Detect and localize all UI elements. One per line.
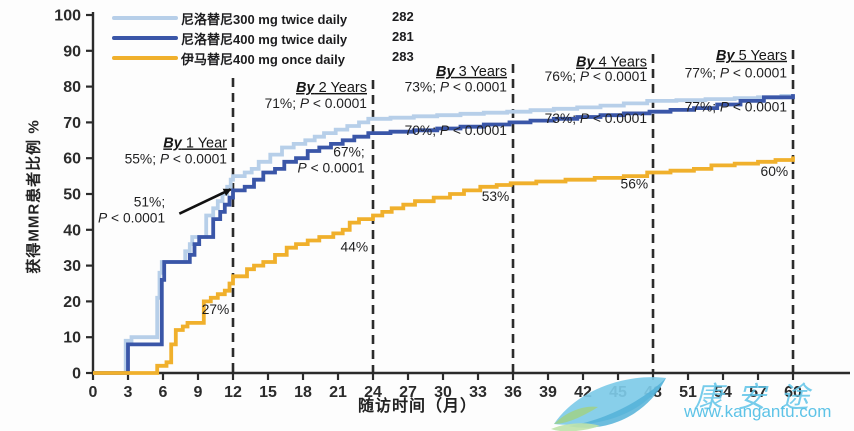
y-tick-label: 0 <box>72 366 81 383</box>
x-tick-label: 51 <box>679 384 697 401</box>
x-tick-label: 39 <box>539 384 557 401</box>
milestone-title: By 4 Years <box>576 55 647 71</box>
x-tick-label: 57 <box>749 384 767 401</box>
x-axis-title: 随访时间（月） <box>358 398 478 415</box>
legend-line-swatch-light-blue <box>112 16 178 20</box>
secondary-value-label: 77%; P < 0.0001 <box>685 100 787 115</box>
x-tick-label: 6 <box>159 384 168 401</box>
legend-line-swatch-yellow <box>112 56 178 60</box>
x-tick-label: 3 <box>124 384 133 401</box>
legend-item-label: 伊马替尼400 mg once daily <box>181 51 345 67</box>
legend-item-count: 282 <box>392 9 414 24</box>
milestone-value-label: 55%; P < 0.0001 <box>125 152 227 167</box>
x-tick-label: 15 <box>259 384 277 401</box>
milestone-value-label: 77%; P < 0.0001 <box>685 65 787 80</box>
imatinib-percent-label: 44% <box>341 239 369 254</box>
annotation-arrow <box>178 188 232 215</box>
x-tick-label: 36 <box>504 384 522 401</box>
x-tick-label: 27 <box>399 384 417 401</box>
legend-item-count: 281 <box>392 29 414 44</box>
secondary-value-label: 51%; <box>134 195 165 210</box>
secondary-value-label: P < 0.0001 <box>98 211 165 226</box>
y-tick-label: 70 <box>63 115 81 132</box>
imatinib-percent-label: 27% <box>202 302 230 317</box>
series-curve-2 <box>93 156 795 375</box>
series-curve-0 <box>93 94 795 375</box>
milestone-value-label: 71%; P < 0.0001 <box>265 96 367 111</box>
y-tick-label: 80 <box>63 79 81 96</box>
y-tick-label: 50 <box>63 187 81 204</box>
x-tick-label: 42 <box>574 384 592 401</box>
legend-item-count: 283 <box>392 49 414 64</box>
legend-item-imatinib-400: 伊马替尼400 mg once daily 283 <box>112 48 442 68</box>
y-tick-label: 10 <box>63 330 81 347</box>
imatinib-percent-label: 60% <box>761 164 789 179</box>
y-tick-label: 20 <box>63 294 81 311</box>
y-tick-label: 90 <box>63 43 81 60</box>
series-curve-1 <box>93 94 795 375</box>
y-tick-label: 100 <box>54 8 81 25</box>
secondary-value-label: P < 0.0001 <box>298 160 365 175</box>
imatinib-percent-label: 53% <box>482 189 510 204</box>
x-tick-label: 18 <box>294 384 312 401</box>
y-tick-label: 60 <box>63 151 81 168</box>
x-tick-label: 24 <box>364 384 382 401</box>
x-tick-label: 54 <box>714 384 732 401</box>
x-tick-label: 9 <box>194 384 203 401</box>
legend-item-label: 尼洛替尼300 mg twice daily <box>181 11 348 27</box>
secondary-value-label: 67%; <box>333 144 364 159</box>
y-axis-title: 获得MMR患者比例 % <box>25 119 43 274</box>
x-tick-label: 12 <box>224 384 242 401</box>
x-tick-label: 48 <box>644 384 662 401</box>
secondary-value-label: 73%; P < 0.0001 <box>545 111 647 126</box>
milestone-title: By 2 Years <box>296 80 367 96</box>
x-tick-label: 21 <box>329 384 347 401</box>
milestone-value-label: 73%; P < 0.0001 <box>405 79 507 94</box>
x-tick-label: 33 <box>469 384 487 401</box>
milestone-title: By 1 Year <box>163 135 227 151</box>
legend: 尼洛替尼300 mg twice daily 282 尼洛替尼400 mg tw… <box>112 8 442 68</box>
x-tick-label: 0 <box>89 384 98 401</box>
x-tick-label: 60 <box>784 384 802 401</box>
legend-item-nilotinib-300: 尼洛替尼300 mg twice daily 282 <box>112 8 442 28</box>
milestone-title: By 5 Years <box>716 48 787 64</box>
legend-item-nilotinib-400: 尼洛替尼400 mg twice daily 281 <box>112 28 442 48</box>
x-tick-label: 30 <box>434 384 452 401</box>
secondary-value-label: 70%; P < 0.0001 <box>405 123 507 138</box>
milestone-value-label: 76%; P < 0.0001 <box>545 69 647 84</box>
imatinib-percent-label: 56% <box>621 177 649 192</box>
legend-item-label: 尼洛替尼400 mg twice daily <box>181 31 348 47</box>
legend-line-swatch-dark-blue <box>112 36 178 40</box>
x-tick-label: 45 <box>609 384 627 401</box>
y-tick-label: 40 <box>63 222 81 239</box>
milestone-title: By 3 Years <box>436 64 507 80</box>
y-tick-label: 30 <box>63 258 81 275</box>
